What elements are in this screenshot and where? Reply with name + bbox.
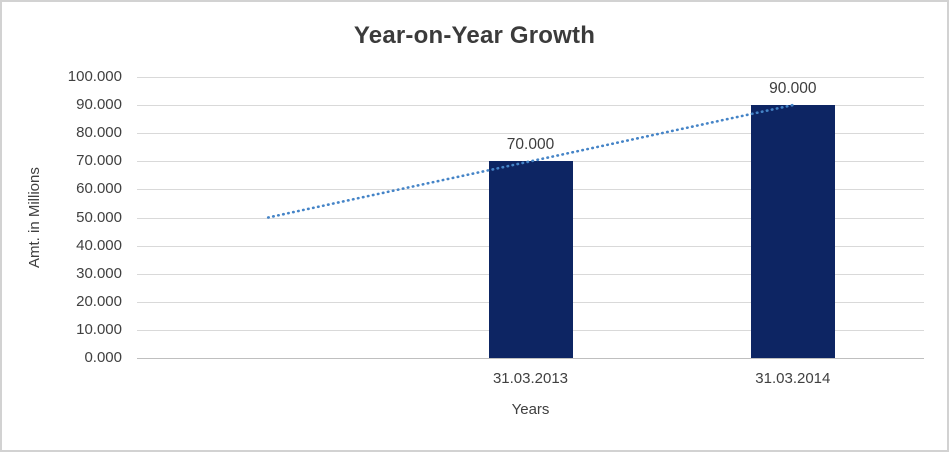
gridline (137, 133, 924, 135)
y-tick-label: 50.000 (76, 208, 122, 226)
trendline-series (266, 103, 795, 219)
x-tick-label: 31.03.2013 (492, 370, 569, 387)
bar-31.03.2013 (488, 161, 573, 358)
trendline-dotted (266, 103, 795, 219)
gridline (137, 105, 924, 107)
gridline (137, 77, 924, 78)
bar-data-label: 90.000 (769, 80, 817, 98)
y-tick-label: 10.000 (76, 320, 122, 338)
y-tick-label: 90.000 (76, 96, 122, 114)
x-tick-label: 31.03.2014 (755, 370, 831, 387)
y-tick-label: 30.000 (76, 264, 122, 282)
bar-31.03.2014 (750, 105, 835, 358)
y-tick-label: 100.000 (67, 68, 122, 85)
x-axis-line (137, 358, 924, 359)
x-axis-title: Years (511, 401, 550, 418)
y-tick-label: 70.000 (76, 152, 122, 170)
y-tick-label: 40.000 (76, 236, 122, 254)
y-tick-label: 20.000 (76, 292, 122, 310)
y-tick-label: 80.000 (76, 124, 122, 142)
chart-title: Year-on-Year Growth (353, 22, 596, 49)
y-tick-label: 0.000 (84, 349, 122, 366)
bar-data-label: 70.000 (506, 136, 555, 154)
plot-area: 70.000 90.000 (137, 77, 924, 359)
y-tick-label: 60.000 (76, 180, 122, 198)
